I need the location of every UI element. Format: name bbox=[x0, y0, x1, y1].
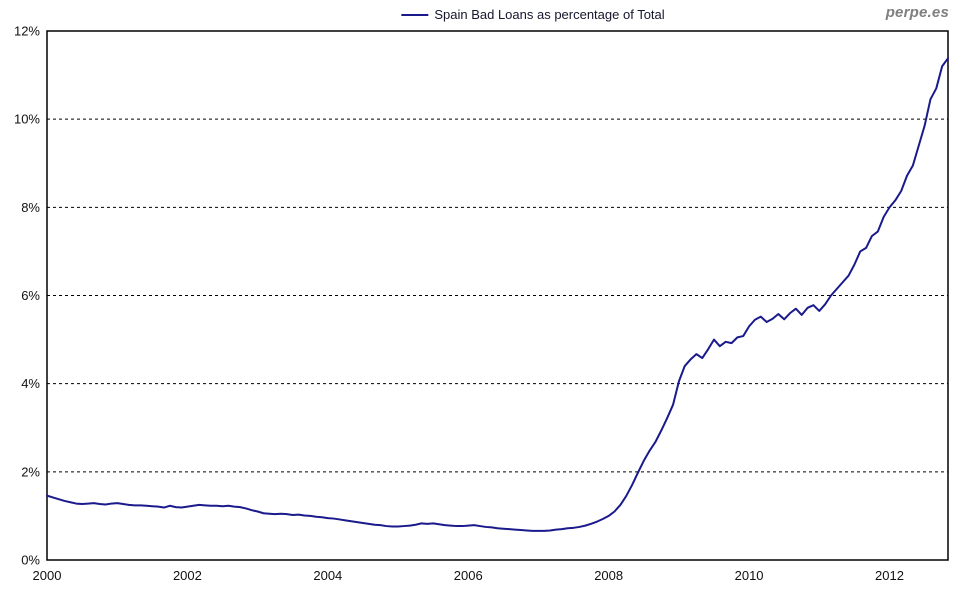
y-axis-label: 2% bbox=[21, 464, 40, 479]
y-axis-label: 6% bbox=[21, 288, 40, 303]
y-axis-label: 12% bbox=[14, 24, 40, 39]
x-axis-label: 2012 bbox=[875, 568, 904, 583]
x-axis-label: 2010 bbox=[735, 568, 764, 583]
chart-legend: Spain Bad Loans as percentage of Total bbox=[401, 7, 665, 22]
x-axis-label: 2000 bbox=[33, 568, 62, 583]
y-axis-label: 8% bbox=[21, 200, 40, 215]
legend-line-sample-icon bbox=[401, 13, 429, 16]
y-axis-label: 0% bbox=[21, 553, 40, 568]
x-axis-label: 2002 bbox=[173, 568, 202, 583]
site-watermark: perpe.es bbox=[885, 4, 949, 21]
y-axis-label: 4% bbox=[21, 376, 40, 391]
x-axis-label: 2004 bbox=[313, 568, 342, 583]
plot-area-border bbox=[46, 30, 949, 561]
bad-loans-series-line bbox=[46, 57, 949, 532]
x-axis-label: 2006 bbox=[454, 568, 483, 583]
y-axis-label: 10% bbox=[14, 112, 40, 127]
legend-label: Spain Bad Loans as percentage of Total bbox=[434, 7, 665, 22]
x-axis-label: 2008 bbox=[594, 568, 623, 583]
